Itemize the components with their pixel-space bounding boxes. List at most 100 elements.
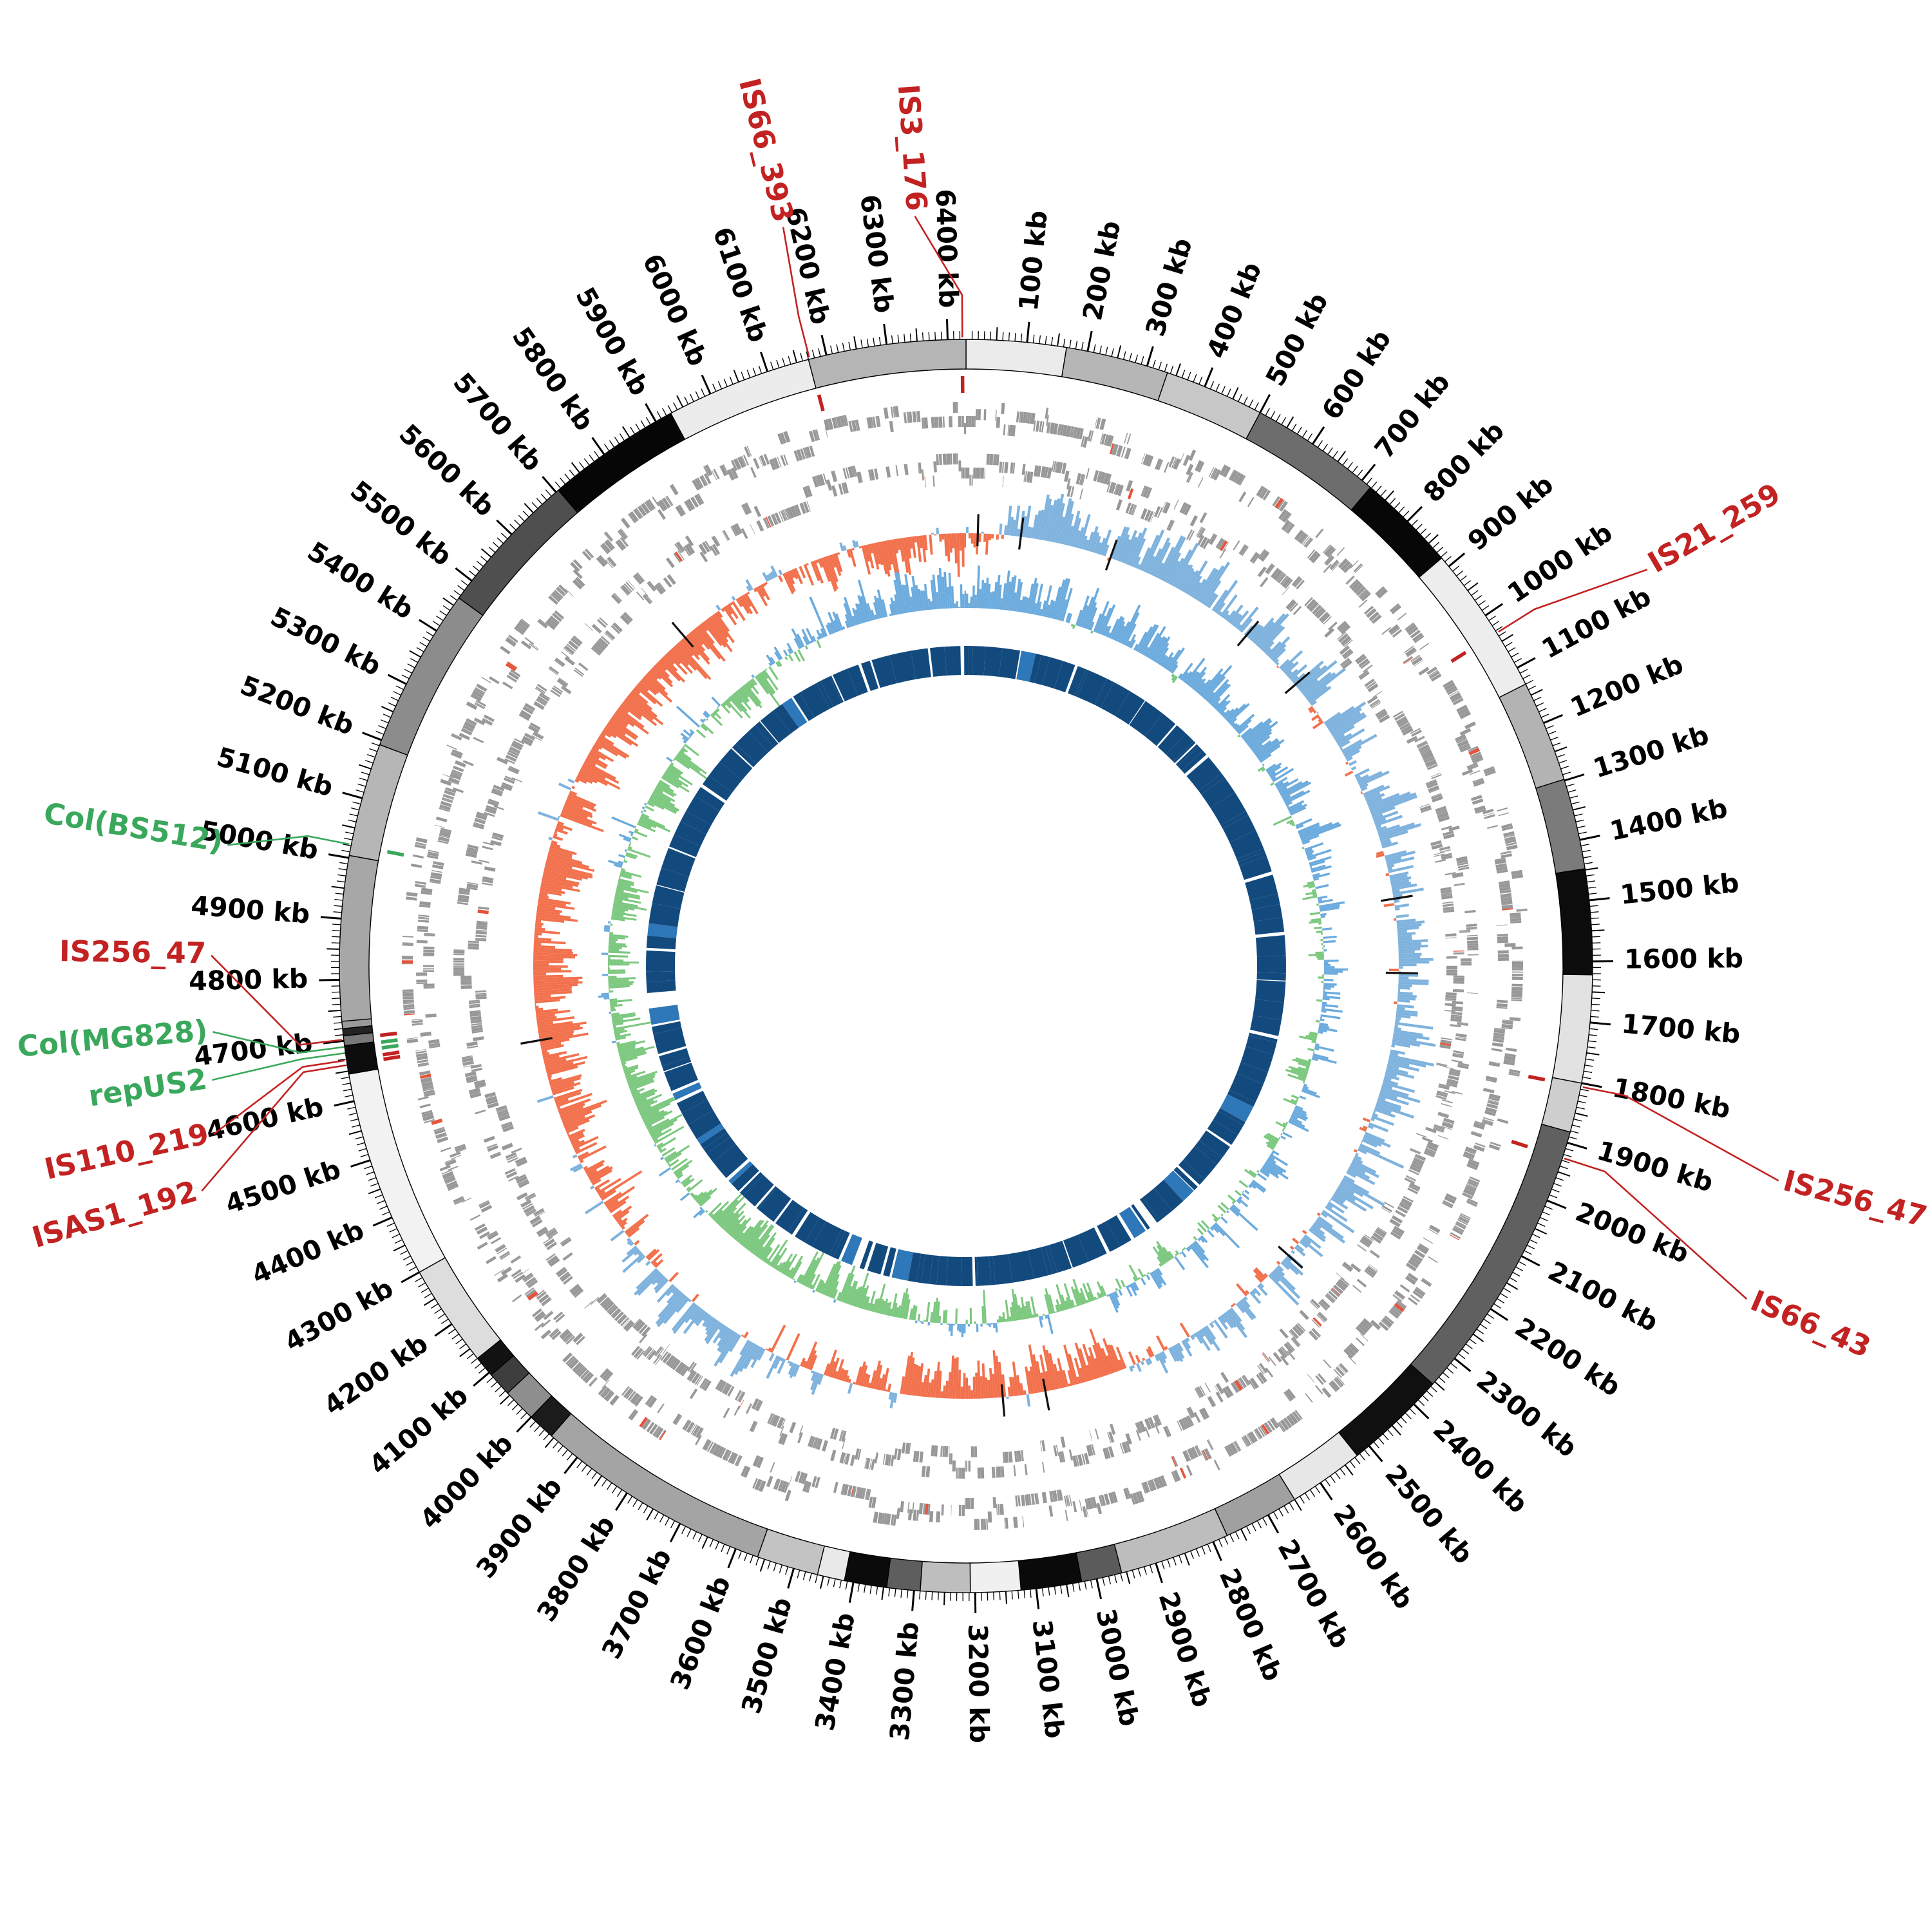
major-tick bbox=[911, 1590, 915, 1611]
minor-tick bbox=[1289, 1502, 1294, 1510]
cds-bar bbox=[1340, 636, 1351, 645]
minor-tick bbox=[1093, 344, 1096, 353]
histogram-bin bbox=[817, 1374, 824, 1385]
cds-bar bbox=[1416, 1247, 1427, 1255]
histogram-bin bbox=[1131, 1365, 1135, 1369]
cds-bar bbox=[1493, 1032, 1505, 1037]
major-tick bbox=[455, 567, 473, 582]
histogram-bin bbox=[1398, 981, 1429, 985]
histogram-bin bbox=[1286, 819, 1294, 824]
histogram-bin bbox=[1377, 824, 1400, 834]
histogram-bin bbox=[1094, 536, 1101, 553]
cds-bar bbox=[505, 638, 516, 647]
histogram-bin bbox=[683, 1308, 704, 1334]
cds-bar bbox=[1097, 418, 1101, 429]
cds-bar bbox=[656, 1348, 665, 1358]
cds-bar bbox=[705, 464, 713, 476]
minor-tick bbox=[455, 1338, 463, 1345]
cds-bar bbox=[1318, 1302, 1327, 1311]
histogram-bin bbox=[1385, 857, 1402, 864]
histogram-bin bbox=[1205, 592, 1217, 607]
cds-bar bbox=[1146, 1481, 1150, 1492]
cds-bar bbox=[1346, 576, 1355, 585]
histogram-bin bbox=[1198, 1329, 1205, 1338]
histogram-bin bbox=[1312, 893, 1317, 896]
cds-bar bbox=[1110, 1423, 1116, 1435]
cds-bar bbox=[843, 1453, 847, 1464]
minor-tick bbox=[701, 1536, 708, 1549]
histogram-bin bbox=[1192, 578, 1207, 599]
minor-tick bbox=[1394, 502, 1401, 509]
histogram-bin bbox=[884, 1302, 889, 1316]
cds-bar bbox=[508, 1175, 519, 1182]
histogram-bin bbox=[1072, 624, 1075, 629]
cds-bar bbox=[520, 618, 531, 627]
tick-label: 1200 kb bbox=[1566, 649, 1688, 723]
cds-bar bbox=[415, 842, 426, 846]
cds-bar bbox=[1090, 430, 1094, 442]
histogram-bin bbox=[719, 1330, 735, 1353]
histogram-bin bbox=[1338, 740, 1350, 748]
histogram-bin bbox=[1139, 623, 1157, 654]
cds-bar bbox=[1188, 1406, 1196, 1418]
cds-bar bbox=[815, 429, 820, 440]
cds-bar bbox=[1466, 934, 1478, 937]
histogram-bin bbox=[535, 999, 560, 1003]
histogram-bin bbox=[638, 820, 652, 829]
histogram-bin bbox=[948, 1323, 951, 1332]
cds-bar bbox=[423, 965, 434, 967]
cds-bar bbox=[675, 506, 685, 517]
cds-bar bbox=[1107, 1432, 1112, 1443]
cds-bar bbox=[657, 582, 666, 592]
histogram-bin bbox=[1019, 1383, 1024, 1396]
cds-bar bbox=[1071, 426, 1075, 438]
cds-bar bbox=[497, 1109, 508, 1115]
cds-bar bbox=[1082, 1506, 1088, 1518]
cds-bar bbox=[1441, 1126, 1452, 1130]
cds-bar bbox=[404, 1013, 415, 1016]
cds-bar bbox=[436, 1135, 447, 1139]
histogram-bin bbox=[1392, 1039, 1421, 1047]
histogram-bin bbox=[1053, 579, 1066, 620]
histogram-bin bbox=[1110, 1293, 1119, 1309]
histogram-bin bbox=[621, 1061, 627, 1065]
cds-bar bbox=[635, 573, 644, 583]
cds-bar bbox=[1446, 1193, 1457, 1200]
minor-tick bbox=[344, 837, 353, 840]
histogram-bin bbox=[558, 782, 572, 791]
cds-bar bbox=[881, 1513, 886, 1524]
histogram-bin bbox=[757, 1232, 777, 1258]
cds-bar bbox=[623, 583, 632, 592]
histogram-bin bbox=[1307, 706, 1314, 712]
histogram-bin bbox=[1248, 1184, 1253, 1189]
cds-bar bbox=[1343, 1349, 1354, 1359]
cds-bar bbox=[1124, 448, 1130, 459]
cds-bar bbox=[1511, 999, 1522, 1001]
axis-tick-ring bbox=[319, 319, 1614, 1613]
cds-bar bbox=[1456, 738, 1468, 744]
histogram-bin bbox=[820, 1264, 836, 1294]
cds-bar bbox=[571, 1286, 582, 1296]
histogram-bin bbox=[618, 1046, 636, 1053]
histogram-bin bbox=[1179, 1322, 1190, 1338]
histogram-bin bbox=[1391, 1041, 1410, 1048]
is-element-leader-line bbox=[782, 227, 810, 358]
histogram-bin bbox=[698, 1188, 717, 1206]
histogram-bin bbox=[1088, 526, 1099, 552]
histogram-bin bbox=[671, 1302, 696, 1331]
cds-bar bbox=[660, 1351, 668, 1361]
histogram-bin bbox=[1392, 887, 1424, 896]
histogram-bin bbox=[1266, 762, 1282, 773]
minor-tick bbox=[827, 1577, 830, 1586]
cds-bar bbox=[1426, 780, 1437, 786]
cds-bar bbox=[941, 1504, 944, 1516]
cds-bar bbox=[726, 1451, 732, 1462]
minor-tick bbox=[1508, 647, 1516, 652]
minor-tick bbox=[1363, 1449, 1370, 1457]
cds-bar bbox=[444, 1159, 457, 1166]
histogram-bin bbox=[1249, 625, 1264, 641]
minor-tick bbox=[1533, 696, 1542, 701]
histogram-bin bbox=[1118, 1289, 1123, 1296]
minor-tick bbox=[659, 1515, 665, 1523]
cds-bar bbox=[460, 985, 472, 989]
